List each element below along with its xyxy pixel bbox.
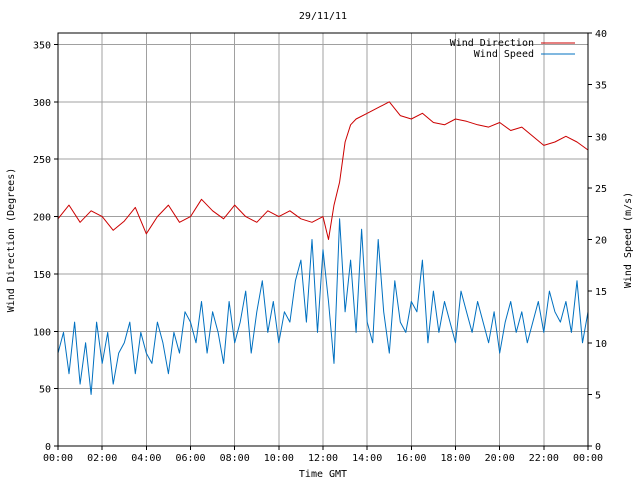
y-left-tick-label: 250	[33, 155, 51, 166]
x-tick-label: 14:00	[352, 453, 382, 464]
x-tick-label: 02:00	[87, 453, 117, 464]
legend-label-wind-speed: Wind Speed	[474, 49, 534, 60]
y-left-tick-label: 50	[39, 385, 51, 396]
legend-label-wind-direction: Wind Direction	[450, 38, 534, 49]
y-right-tick-label: 10	[595, 339, 607, 350]
series-line-wind-speed	[57, 218, 589, 395]
x-axis-label: Time GMT	[299, 469, 347, 480]
series-line-wind-direction	[57, 101, 589, 240]
y-left-tick-label: 0	[45, 442, 51, 453]
y-right-tick-label: 30	[595, 132, 607, 143]
x-tick-label: 00:00	[573, 453, 603, 464]
y-left-tick-label: 200	[33, 213, 51, 224]
y-right-tick-label: 40	[595, 29, 607, 40]
y-right-tick-label: 25	[595, 184, 607, 195]
y-right-tick-label: 35	[595, 81, 607, 92]
x-tick-label: 16:00	[396, 453, 426, 464]
y-left-tick-label: 300	[33, 98, 51, 109]
y-axis-right-label: Wind Speed (m/s)	[623, 192, 634, 288]
x-tick-label: 04:00	[131, 453, 161, 464]
x-tick-label: 20:00	[485, 453, 515, 464]
y-right-tick-label: 5	[595, 390, 601, 401]
y-right-tick-label: 15	[595, 287, 607, 298]
x-tick-label: 22:00	[529, 453, 559, 464]
y-left-tick-label: 100	[33, 327, 51, 338]
y-left-tick-label: 350	[33, 40, 51, 51]
grid	[58, 33, 588, 446]
x-tick-label: 18:00	[440, 453, 470, 464]
x-tick-label: 06:00	[175, 453, 205, 464]
tick-labels: 00:00 02:00 04:00 06:00 08:00 10:00 12:00 14:00…	[33, 29, 607, 464]
y-right-tick-label: 20	[595, 236, 607, 247]
y-right-tick-label: 0	[595, 442, 601, 453]
x-tick-label: 08:00	[220, 453, 250, 464]
legend: Wind Direction Wind Speed	[450, 38, 575, 60]
y-axis-left-label: Wind Direction (Degrees)	[6, 168, 17, 313]
x-tick-label: 00:00	[43, 453, 73, 464]
series-layer	[57, 101, 589, 395]
y-left-tick-label: 150	[33, 270, 51, 281]
x-tick-label: 10:00	[264, 453, 294, 464]
chart-title: 29/11/11	[299, 11, 347, 22]
x-tick-label: 12:00	[308, 453, 338, 464]
